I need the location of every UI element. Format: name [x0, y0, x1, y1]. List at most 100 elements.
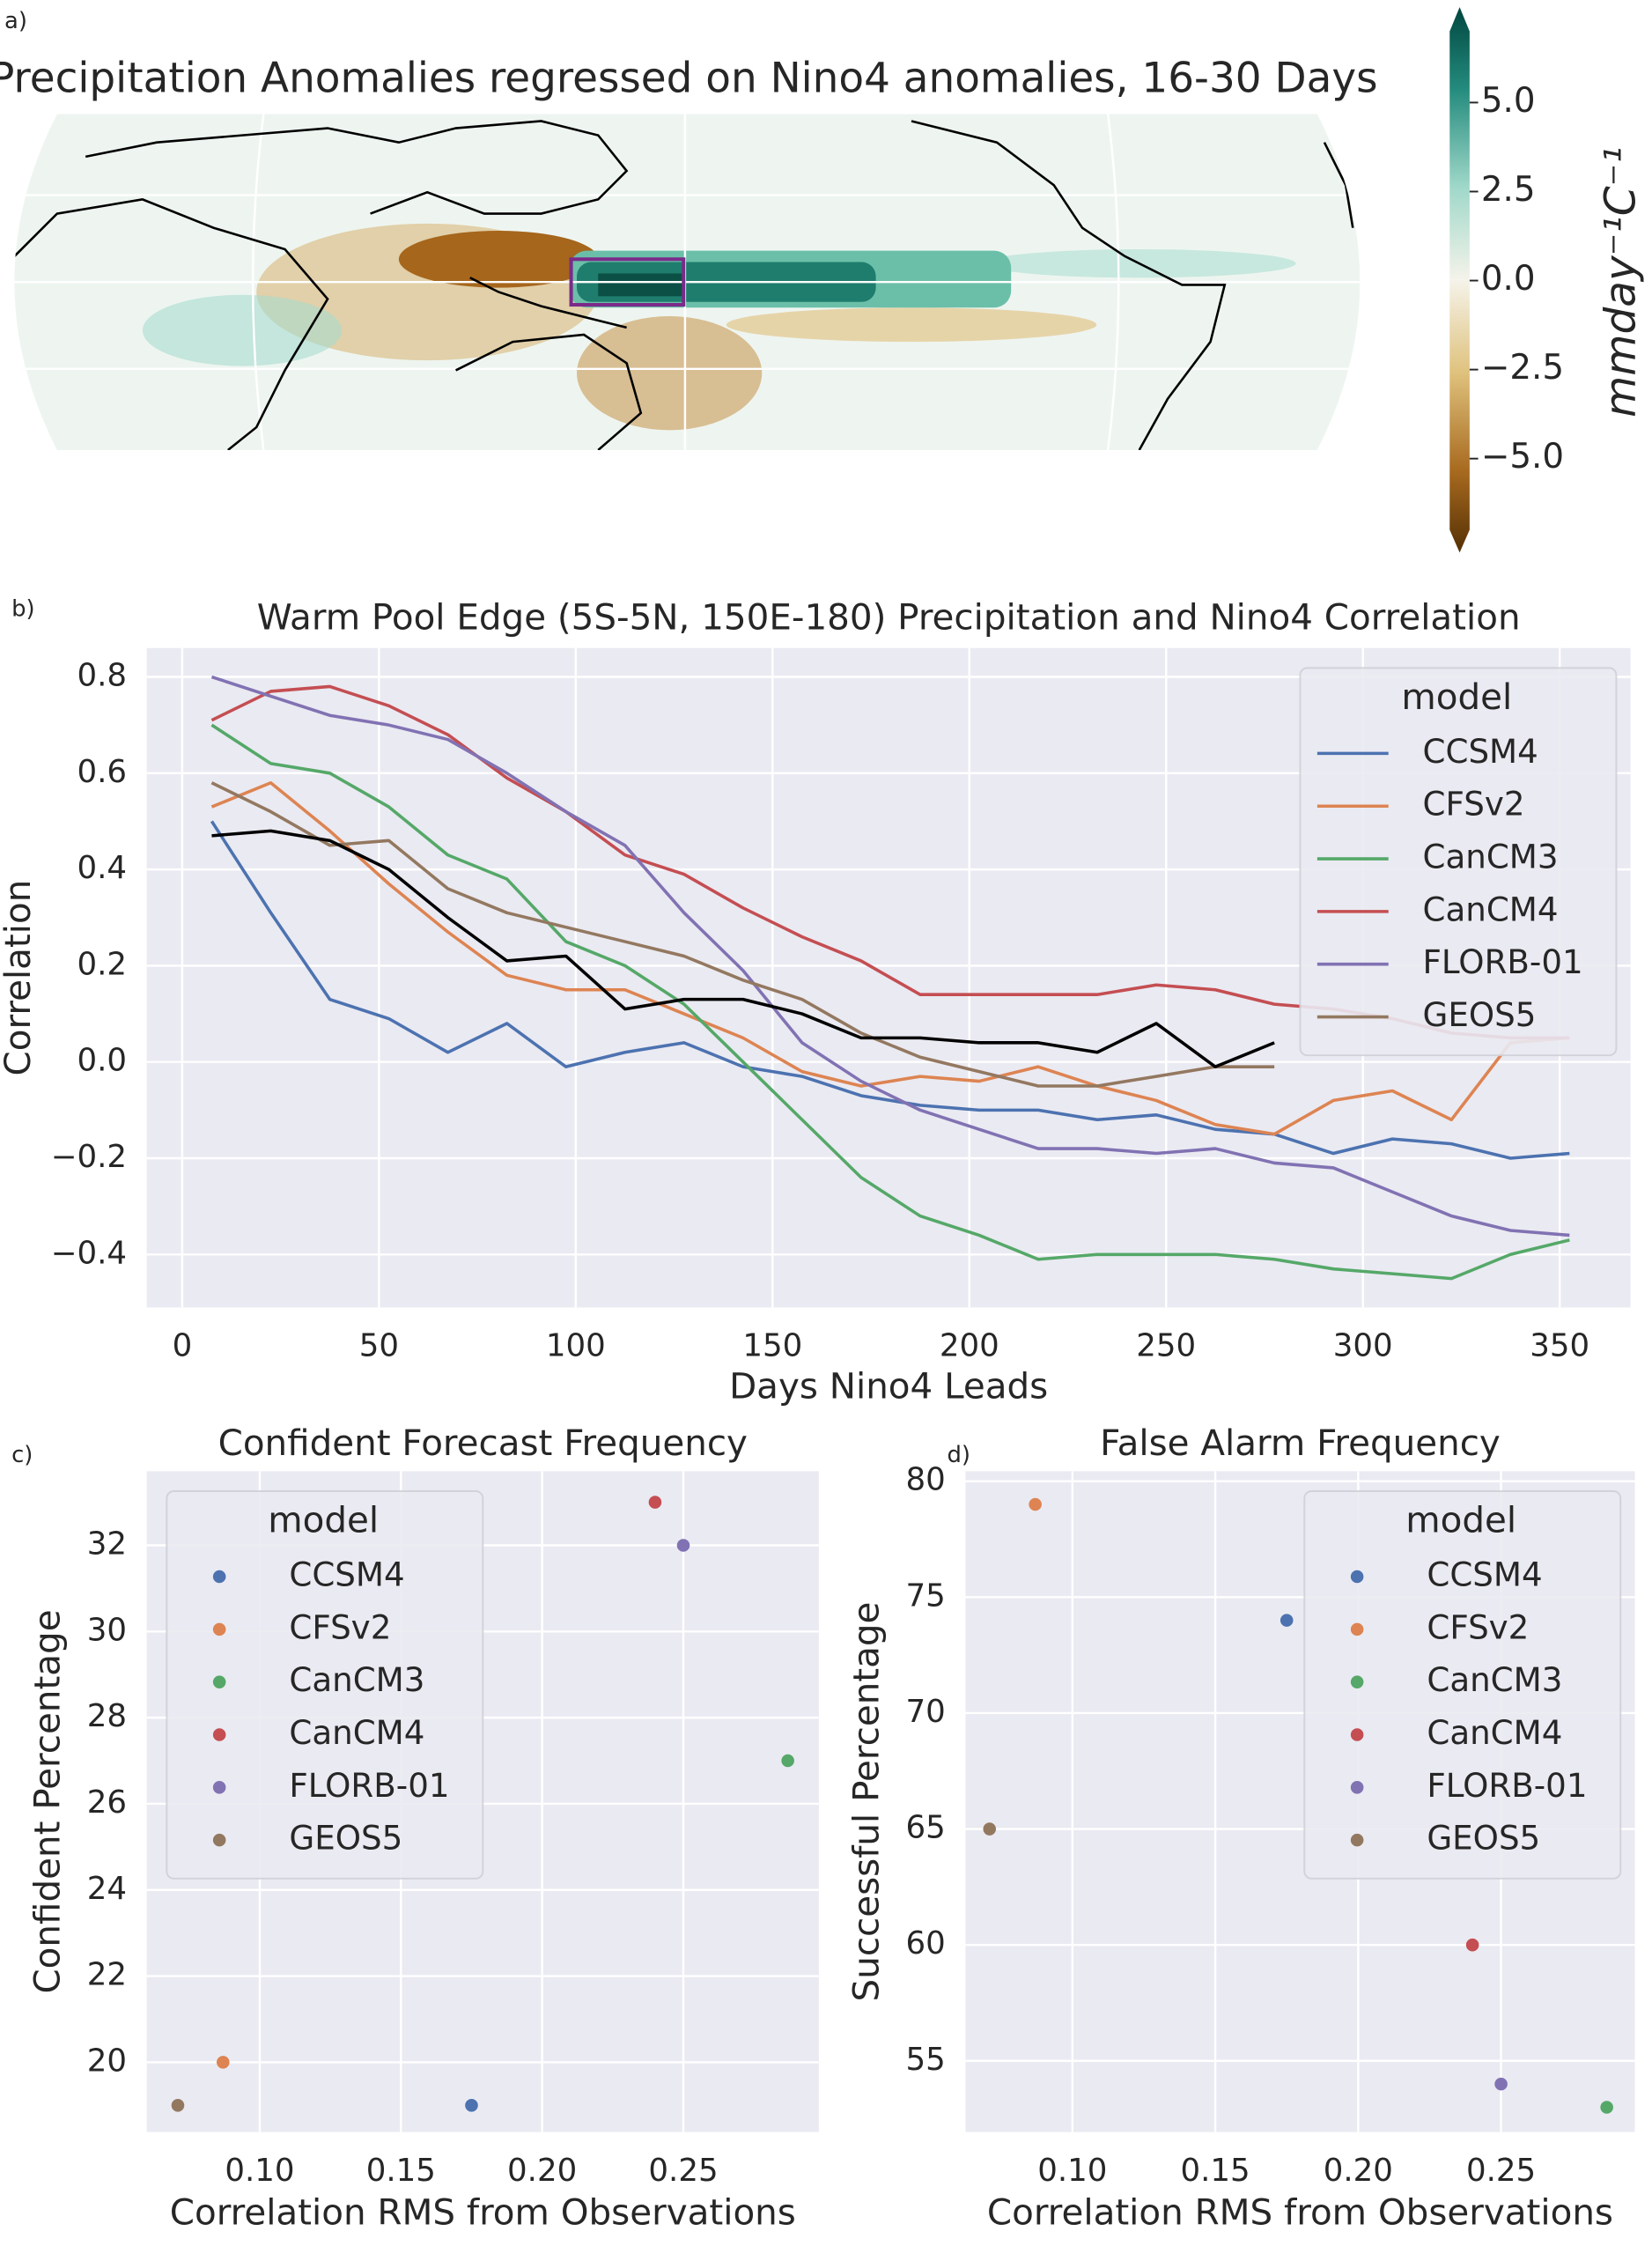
- colorbar-tick-label: 2.5: [1481, 170, 1536, 210]
- map-field: [598, 273, 684, 297]
- y-tick-label: 70: [906, 1694, 946, 1730]
- panel-label: a): [4, 8, 27, 34]
- legend-swatch: [212, 1781, 226, 1794]
- legend-label: CCSM4: [289, 1555, 404, 1594]
- x-tick-label: 150: [742, 1328, 802, 1364]
- y-tick-label: 0.8: [77, 658, 127, 694]
- legend-title: model: [268, 1499, 379, 1541]
- legend-swatch: [212, 1570, 226, 1584]
- map-field: [726, 307, 1097, 343]
- legend-label: CCSM4: [1427, 1555, 1542, 1594]
- legend-swatch: [1350, 1833, 1364, 1847]
- chart-title: Confident Forecast Frequency: [218, 1422, 748, 1464]
- point: [171, 2099, 185, 2112]
- point: [1029, 1497, 1042, 1511]
- y-tick-label: 26: [87, 1784, 127, 1821]
- x-tick-label: 0: [173, 1328, 193, 1364]
- legend-swatch: [1350, 1570, 1364, 1584]
- y-tick-label: 28: [87, 1698, 127, 1734]
- legend-swatch: [212, 1833, 226, 1847]
- point: [217, 2056, 230, 2069]
- x-tick-label: 0.25: [1466, 2153, 1536, 2189]
- legend-label: CFSv2: [289, 1607, 391, 1646]
- x-tick-label: 0.15: [1180, 2153, 1250, 2189]
- legend-title: model: [1401, 676, 1512, 718]
- panel-label: b): [11, 596, 35, 623]
- point: [648, 1496, 662, 1509]
- y-tick-label: 0.6: [77, 754, 127, 790]
- line: [211, 829, 1275, 1068]
- x-tick-label: 0.10: [225, 2153, 294, 2189]
- colorbar-tick-label: −5.0: [1481, 437, 1564, 477]
- panel-label: d): [947, 1442, 970, 1468]
- legend-label: CFSv2: [1423, 785, 1525, 824]
- point: [1600, 2101, 1613, 2114]
- legend-label: CanCM4: [1427, 1713, 1562, 1752]
- legend-swatch: [1350, 1622, 1364, 1636]
- legend-swatch: [1350, 1675, 1364, 1688]
- y-axis-label: Confident Percentage: [26, 1609, 69, 1993]
- point: [1280, 1614, 1294, 1627]
- point: [1465, 1938, 1479, 1952]
- legend-label: CanCM3: [289, 1660, 424, 1699]
- colorbar: [1449, 7, 1470, 553]
- legend: [1299, 667, 1618, 1057]
- y-tick-label: 20: [87, 2043, 127, 2079]
- colorbar-tick-label: 5.0: [1481, 81, 1536, 121]
- map-field: [398, 230, 599, 288]
- chart-title: Precipitation Anomalies regressed on Nin…: [0, 55, 1377, 103]
- colorbar-tick-label: −2.5: [1481, 348, 1564, 388]
- point: [1494, 2077, 1508, 2091]
- x-tick-label: 0.10: [1037, 2153, 1107, 2189]
- legend-label: GEOS5: [289, 1819, 402, 1858]
- colorbar-label: mmday⁻¹C⁻¹: [1597, 146, 1646, 417]
- legend-swatch: [212, 1675, 226, 1688]
- line: [210, 675, 1570, 1238]
- y-tick-label: 24: [87, 1871, 127, 1907]
- y-tick-label: 75: [906, 1577, 946, 1614]
- x-tick-label: 0.25: [648, 2153, 718, 2189]
- x-tick-label: 0.15: [366, 2153, 436, 2189]
- y-tick-label: 65: [906, 1810, 946, 1846]
- legend-swatch: [1350, 1728, 1364, 1741]
- coastline: [14, 120, 1354, 450]
- legend-label: CanCM4: [1423, 890, 1559, 928]
- legend: [1303, 1490, 1622, 1880]
- x-tick-label: 0.20: [1324, 2153, 1393, 2189]
- legend-label: GEOS5: [1423, 995, 1537, 1034]
- colorbar-tick-label: 0.0: [1481, 259, 1536, 299]
- legend-swatch: [212, 1622, 226, 1636]
- y-tick-label: 60: [906, 1925, 946, 1962]
- line: [210, 781, 1275, 1088]
- panel-label: c): [11, 1442, 33, 1468]
- legend-label: CanCM3: [1427, 1660, 1562, 1699]
- region-box: [569, 257, 686, 307]
- legend-label: CanCM4: [289, 1713, 424, 1752]
- point: [781, 1754, 794, 1768]
- legend-label: CCSM4: [1423, 732, 1538, 771]
- point: [465, 2099, 478, 2112]
- map: [14, 114, 1361, 450]
- map-field: [577, 315, 763, 431]
- x-tick-label: 350: [1530, 1328, 1589, 1364]
- y-tick-label: 32: [87, 1526, 127, 1562]
- legend-label: GEOS5: [1427, 1819, 1540, 1858]
- y-axis-label: Correlation: [0, 880, 39, 1076]
- y-tick-label: −0.2: [51, 1139, 127, 1175]
- y-tick-label: 22: [87, 1957, 127, 1993]
- y-tick-label: 55: [906, 2042, 946, 2078]
- chart-title: False Alarm Frequency: [1100, 1422, 1501, 1464]
- x-tick-label: 0.20: [507, 2153, 577, 2189]
- legend-swatch: [1350, 1781, 1364, 1794]
- legend-title: model: [1405, 1499, 1516, 1541]
- legend-label: FLORB-01: [1423, 942, 1583, 981]
- y-tick-label: 80: [906, 1462, 946, 1498]
- y-tick-label: 0.4: [77, 850, 127, 886]
- x-tick-label: 50: [359, 1328, 399, 1364]
- legend-swatch: [212, 1728, 226, 1741]
- line: [210, 820, 1570, 1160]
- line: [210, 780, 1570, 1136]
- y-tick-label: 0.0: [77, 1043, 127, 1079]
- legend: [166, 1490, 484, 1880]
